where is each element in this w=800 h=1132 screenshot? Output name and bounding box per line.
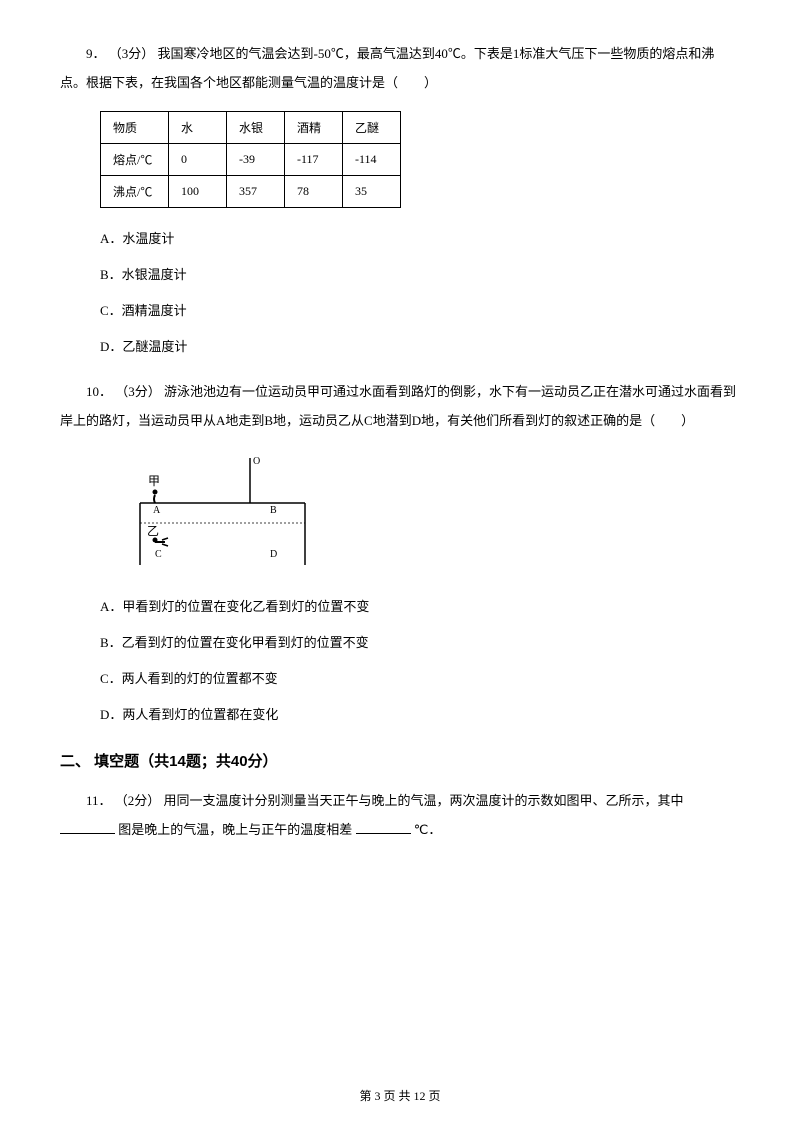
q9-option-b: B．水银温度计 (100, 262, 740, 288)
table-cell: 35 (343, 176, 401, 208)
c-label: C (155, 549, 162, 560)
question-10: 10． （3分） 游泳池池边有一位运动员甲可通过水面看到路灯的倒影，水下有一运动… (60, 378, 740, 728)
q10-text: 10． （3分） 游泳池池边有一位运动员甲可通过水面看到路灯的倒影，水下有一运动… (60, 378, 740, 435)
q11-body3: ℃． (414, 822, 442, 837)
yi-label: 乙 (147, 524, 159, 538)
q10-option-d: D．两人看到灯的位置都在变化 (100, 702, 740, 728)
d-label: D (270, 549, 277, 560)
q9-text: 9． （3分） 我国寒冷地区的气温会达到-50℃，最高气温达到40℃。下表是1标… (60, 40, 740, 97)
q11-text: 11． （2分） 用同一支温度计分别测量当天正午与晚上的气温，两次温度计的示数如… (60, 787, 740, 816)
question-9: 9． （3分） 我国寒冷地区的气温会达到-50℃，最高气温达到40℃。下表是1标… (60, 40, 740, 360)
q9-table: 物质 水 水银 酒精 乙醚 熔点/℃ 0 -39 -117 -114 沸点/℃ … (100, 111, 401, 208)
table-cell: 熔点/℃ (101, 144, 169, 176)
q10-number: 10． (86, 384, 112, 399)
table-cell: 78 (285, 176, 343, 208)
section-2-header: 二、 填空题（共14题；共40分） (60, 750, 740, 771)
q11-body2: 图是晚上的气温，晚上与正午的温度相差 (118, 822, 352, 837)
table-cell: -117 (285, 144, 343, 176)
q10-body: 游泳池池边有一位运动员甲可通过水面看到路灯的倒影，水下有一运动员乙正在潜水可通过… (60, 384, 736, 428)
q10-option-c: C．两人看到的灯的位置都不变 (100, 666, 740, 692)
q9-option-a: A．水温度计 (100, 226, 740, 252)
q9-number: 9． (86, 46, 106, 61)
q10-points: （3分） (115, 384, 161, 399)
table-cell: -114 (343, 144, 401, 176)
q11-points: （2分） (115, 793, 161, 808)
q10-diagram: O 甲 A B 乙 C D (120, 455, 740, 574)
q9-option-d: D．乙醚温度计 (100, 334, 740, 360)
table-cell: 100 (169, 176, 227, 208)
a-label: A (153, 505, 161, 516)
pool-diagram-svg: O 甲 A B 乙 C D (120, 455, 320, 570)
q11-body1: 用同一支温度计分别测量当天正午与晚上的气温，两次温度计的示数如图甲、乙所示，其中 (164, 793, 684, 808)
q10-option-a: A．甲看到灯的位置在变化乙看到灯的位置不变 (100, 594, 740, 620)
table-cell: 酒精 (285, 112, 343, 144)
lamp-label: O (253, 456, 260, 467)
b-label: B (270, 505, 277, 516)
table-cell: 水 (169, 112, 227, 144)
page-footer: 第 3 页 共 12 页 (0, 1087, 800, 1104)
q9-body: 我国寒冷地区的气温会达到-50℃，最高气温达到40℃。下表是1标准大气压下一些物… (60, 46, 714, 90)
table-row: 物质 水 水银 酒精 乙醚 (101, 112, 401, 144)
blank-1[interactable] (60, 820, 115, 834)
table-cell: 物质 (101, 112, 169, 144)
blank-2[interactable] (356, 820, 411, 834)
q9-option-c: C．酒精温度计 (100, 298, 740, 324)
q10-option-b: B．乙看到灯的位置在变化甲看到灯的位置不变 (100, 630, 740, 656)
table-row: 沸点/℃ 100 357 78 35 (101, 176, 401, 208)
table-cell: 357 (227, 176, 285, 208)
table-cell: 沸点/℃ (101, 176, 169, 208)
q11-text-cont: 图是晚上的气温，晚上与正午的温度相差 ℃． (60, 816, 740, 845)
table-cell: 水银 (227, 112, 285, 144)
question-11: 11． （2分） 用同一支温度计分别测量当天正午与晚上的气温，两次温度计的示数如… (60, 787, 740, 844)
q9-points: （3分） (109, 46, 155, 61)
table-row: 熔点/℃ 0 -39 -117 -114 (101, 144, 401, 176)
table-cell: -39 (227, 144, 285, 176)
q11-number: 11． (86, 793, 112, 808)
table-cell: 乙醚 (343, 112, 401, 144)
jia-label: 甲 (148, 474, 160, 488)
table-cell: 0 (169, 144, 227, 176)
